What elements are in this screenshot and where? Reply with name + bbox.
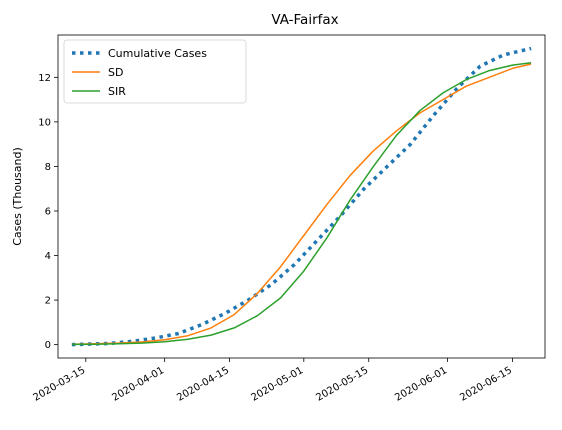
chart-title: VA-Fairfax: [271, 12, 338, 28]
legend-label-2: SIR: [108, 85, 126, 98]
x-tick-label: 2020-03-15: [31, 365, 87, 404]
y-tick-label: 4: [45, 251, 51, 262]
x-tick-label: 2020-06-15: [458, 365, 514, 404]
y-tick-label: 8: [45, 162, 51, 173]
x-axis: 2020-03-15 2020-04-01 2020-04-15 2020-05-01…: [31, 358, 514, 404]
legend-label-1: SD: [108, 66, 123, 79]
y-tick-label: 6: [45, 206, 51, 217]
y-axis: 0 2 4 6 8 10 12: [38, 73, 58, 351]
x-tick-label: 2020-05-15: [314, 365, 370, 404]
x-tick-label: 2020-04-15: [175, 365, 231, 404]
legend: Cumulative Cases SD SIR: [64, 40, 246, 103]
x-tick-label: 2020-05-01: [249, 365, 305, 404]
y-tick-label: 2: [45, 296, 51, 307]
y-axis-label: Cases (Thousand): [11, 147, 24, 246]
y-tick-label: 0: [45, 340, 51, 351]
y-tick-label: 10: [38, 117, 51, 128]
series-line-2: [72, 63, 531, 345]
legend-label-0: Cumulative Cases: [108, 47, 207, 60]
series-line-1: [72, 64, 531, 344]
x-tick-label: 2020-06-01: [393, 365, 449, 404]
y-tick-label: 12: [38, 73, 51, 84]
x-tick-label: 2020-04-01: [110, 365, 166, 404]
